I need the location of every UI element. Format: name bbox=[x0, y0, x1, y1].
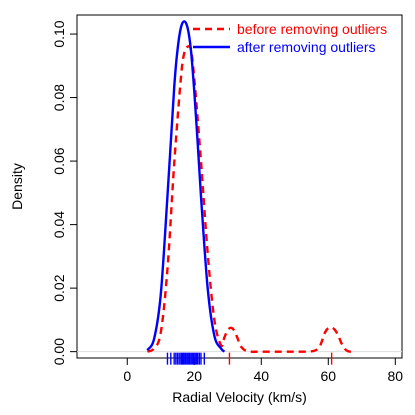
y-tick-label: 0.10 bbox=[51, 20, 67, 47]
x-axis: 0 20 40 60 80 bbox=[123, 358, 403, 384]
y-tick-label: 0.00 bbox=[51, 338, 67, 365]
x-tick-label: 20 bbox=[186, 368, 202, 384]
x-tick-label: 60 bbox=[320, 368, 336, 384]
y-tick-label: 0.02 bbox=[51, 274, 67, 301]
legend-label: after removing outliers bbox=[237, 39, 376, 55]
x-tick-label: 80 bbox=[388, 368, 404, 384]
series-line-before bbox=[146, 44, 352, 353]
y-tick-label: 0.04 bbox=[51, 211, 67, 238]
legend: before removing outliers after removing o… bbox=[193, 21, 387, 55]
legend-label: before removing outliers bbox=[237, 21, 387, 37]
y-tick-label: 0.06 bbox=[51, 147, 67, 174]
x-tick-label: 40 bbox=[253, 368, 269, 384]
series-line-after bbox=[146, 20, 226, 353]
x-tick-label: 0 bbox=[123, 368, 131, 384]
rug-group bbox=[166, 352, 333, 365]
y-axis: 0.00 0.02 0.04 0.06 0.08 0.10 bbox=[51, 20, 77, 365]
x-axis-label: Radial Velocity (km/s) bbox=[172, 389, 307, 405]
plot-frame bbox=[76, 14, 403, 359]
y-axis-label: Density bbox=[9, 163, 25, 210]
series-group bbox=[146, 20, 352, 353]
y-tick-label: 0.08 bbox=[51, 84, 67, 111]
